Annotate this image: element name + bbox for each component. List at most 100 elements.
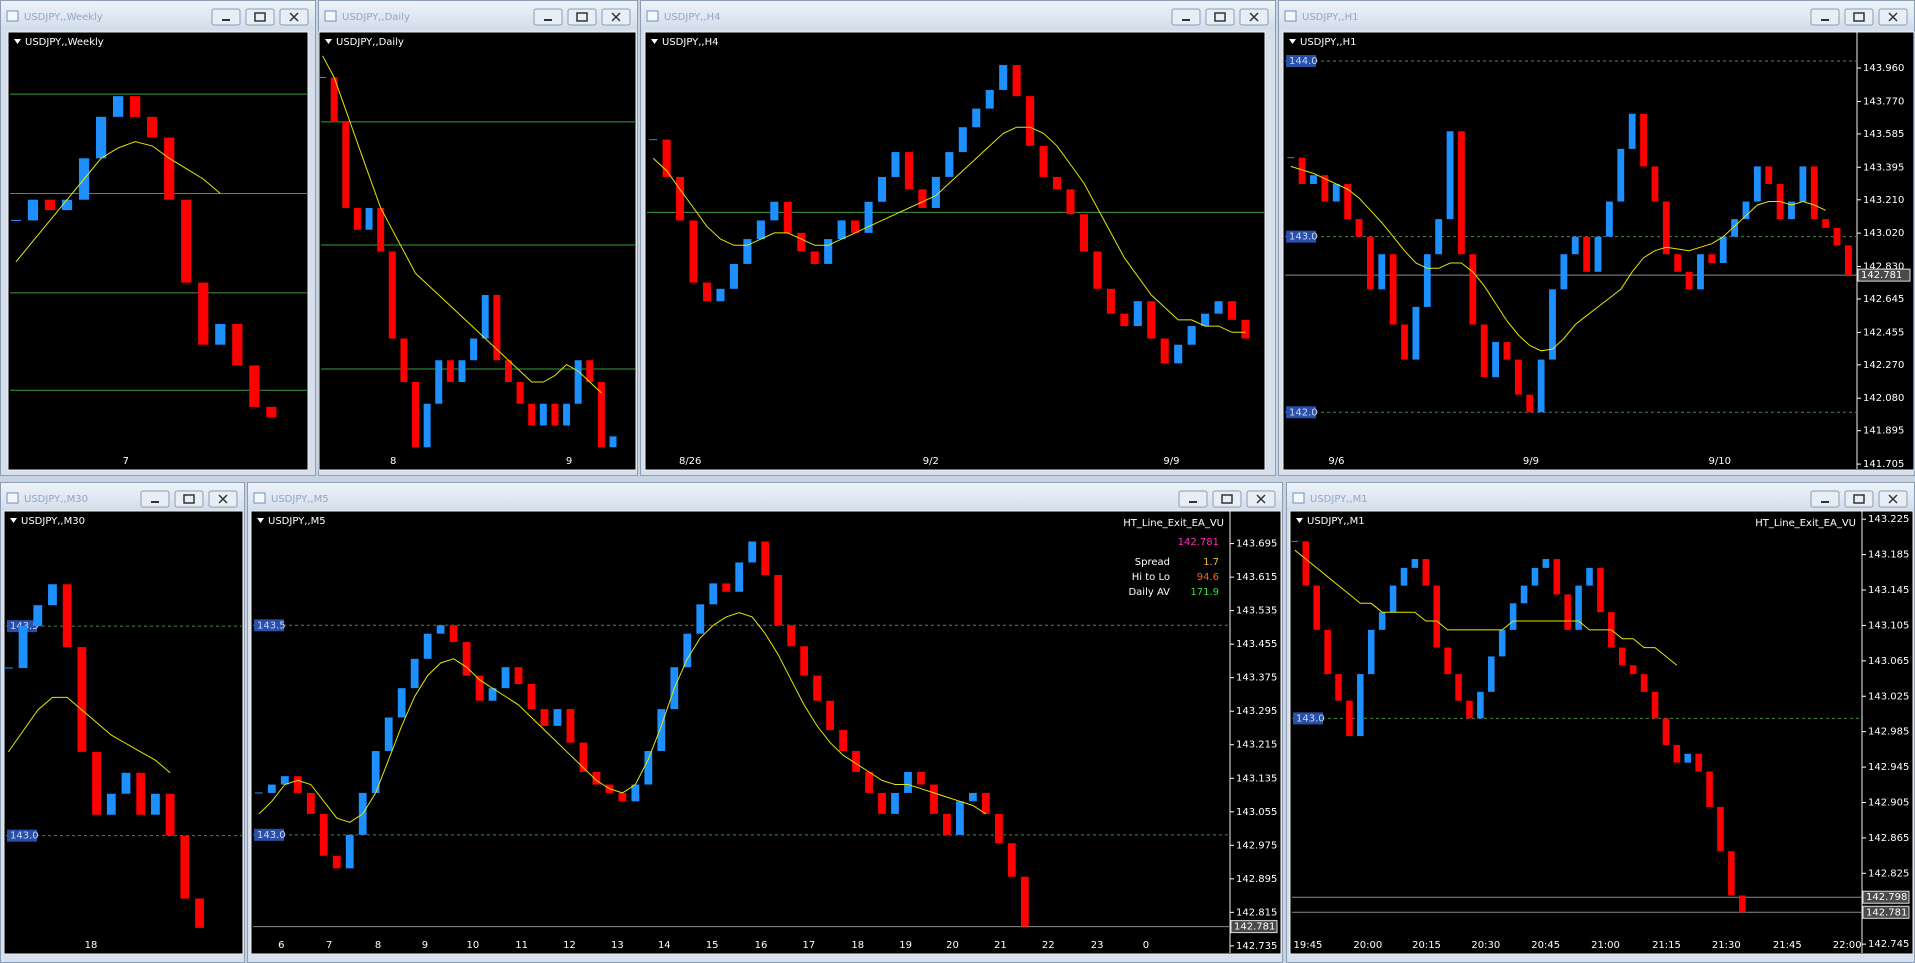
candle: [676, 176, 685, 221]
y-tick-label: 143.455: [1236, 639, 1277, 650]
maximize-button[interactable]: [1212, 490, 1242, 508]
candle: [1695, 753, 1702, 772]
candle: [865, 771, 873, 793]
candle: [195, 898, 204, 928]
candle: [540, 709, 549, 726]
candle: [1526, 394, 1534, 413]
x-tick-label: 9/6: [1328, 456, 1344, 467]
candle: [553, 709, 562, 726]
candle: [1685, 271, 1693, 290]
candle: [1187, 326, 1196, 345]
candle: [1706, 771, 1713, 807]
chart-menu-arrow[interactable]: [1289, 39, 1296, 44]
minimize-button[interactable]: [1810, 8, 1840, 26]
candle: [345, 834, 354, 869]
candle: [1174, 344, 1183, 364]
y-tick-label: 143.065: [1868, 656, 1909, 667]
minimize-button[interactable]: [1171, 8, 1201, 26]
minimize-button[interactable]: [1178, 490, 1208, 508]
chart-menu-arrow[interactable]: [325, 39, 332, 44]
y-tick-label: 143.535: [1236, 606, 1277, 617]
candle: [985, 89, 994, 109]
x-tick-label: 22: [1042, 940, 1055, 951]
maximize-button[interactable]: [567, 8, 597, 26]
x-tick-label: 8: [390, 456, 396, 467]
candle: [1731, 219, 1739, 237]
x-tick-label: 19: [899, 940, 912, 951]
chart-menu-arrow[interactable]: [1296, 518, 1303, 523]
candle: [1597, 567, 1604, 613]
x-tick-label: 22:00: [1833, 940, 1862, 951]
y-tick-label: 143.105: [1868, 620, 1909, 631]
button-glyph: [218, 494, 228, 504]
candle: [112, 96, 124, 117]
chart-menu-arrow[interactable]: [257, 518, 264, 523]
candle: [1618, 647, 1626, 666]
candle: [1469, 254, 1477, 325]
window-icon: [6, 10, 19, 22]
candle: [384, 717, 393, 752]
y-tick-label: 142.945: [1868, 762, 1909, 773]
x-tick-label: 18: [851, 940, 864, 951]
x-tick-label: 6: [278, 940, 284, 951]
candle: [702, 282, 712, 302]
candle: [1594, 236, 1602, 272]
moving-average: [322, 55, 602, 394]
candle: [44, 199, 56, 211]
maximize-button[interactable]: [245, 8, 275, 26]
info-value: 171.9: [1190, 587, 1219, 598]
chart-label: USDJPY,,Daily: [336, 37, 404, 48]
minimize-button[interactable]: [140, 490, 170, 508]
candle: [1241, 319, 1250, 339]
maximize-button[interactable]: [1844, 490, 1874, 508]
x-tick-label: 7: [326, 940, 332, 951]
chart-area: [644, 31, 1266, 471]
candle: [1367, 629, 1375, 675]
x-tick-label: 19:45: [1294, 940, 1323, 951]
chart-menu-arrow[interactable]: [10, 518, 17, 523]
candle: [1560, 254, 1568, 290]
candle: [1458, 131, 1465, 255]
candle: [1378, 612, 1386, 630]
candle: [1052, 176, 1062, 190]
y-tick-label: 142.985: [1868, 727, 1909, 738]
candle: [1411, 559, 1419, 568]
button-glyph: [1853, 12, 1865, 22]
chart-area: [318, 31, 637, 471]
x-tick-label: 17: [803, 940, 816, 951]
candle: [864, 201, 873, 233]
maximize-button[interactable]: [1205, 8, 1235, 26]
y-tick-label: 143.145: [1868, 585, 1909, 596]
candle: [1007, 843, 1016, 877]
candle: [824, 239, 833, 264]
candle: [1708, 254, 1716, 264]
candle: [551, 403, 559, 426]
maximize-button[interactable]: [1844, 8, 1874, 26]
candle: [95, 116, 107, 159]
maximize-button[interactable]: [174, 490, 204, 508]
candle: [1412, 306, 1420, 360]
window-icon: [6, 492, 19, 504]
candle: [783, 201, 792, 233]
level-label: 143.0: [1289, 232, 1318, 243]
candle: [1480, 324, 1488, 378]
candle: [1788, 201, 1795, 220]
minimize-button[interactable]: [1810, 490, 1840, 508]
window-title: USDJPY,,H1: [1302, 12, 1358, 23]
candle: [1346, 700, 1353, 737]
minimize-button[interactable]: [211, 8, 241, 26]
candle: [1302, 541, 1310, 586]
y-tick-label: 143.225: [1868, 514, 1909, 525]
candle: [994, 813, 1003, 844]
candle: [106, 793, 116, 815]
candle: [371, 751, 380, 793]
candle: [1549, 289, 1556, 360]
chart-label: USDJPY,,M5: [268, 516, 326, 527]
chart-menu-arrow[interactable]: [651, 39, 658, 44]
chart-menu-arrow[interactable]: [14, 39, 21, 44]
window-title: USDJPY,,M30: [24, 494, 88, 505]
minimize-button[interactable]: [533, 8, 563, 26]
chart-label: USDJPY,,M1: [1307, 516, 1365, 527]
level-label: 143.0: [10, 831, 39, 842]
